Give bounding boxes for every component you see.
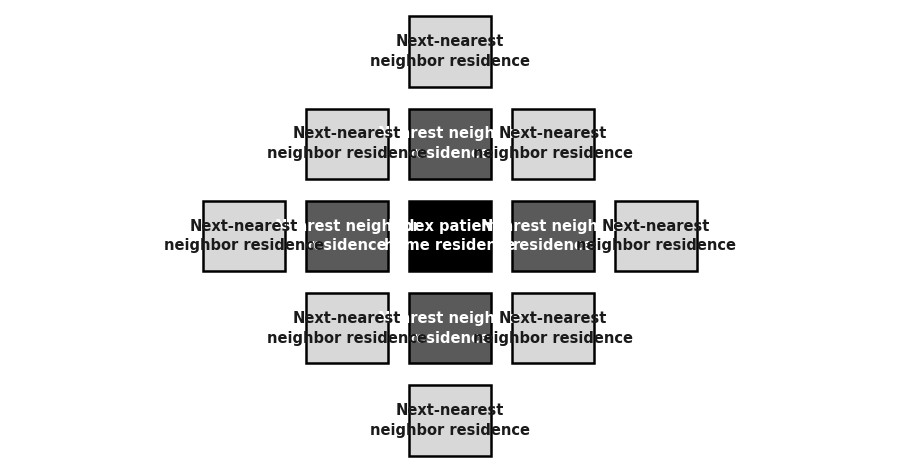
FancyBboxPatch shape: [306, 201, 388, 271]
FancyBboxPatch shape: [512, 293, 594, 363]
Text: Next-nearest
neighbor residence: Next-nearest neighbor residence: [267, 126, 427, 161]
FancyBboxPatch shape: [512, 201, 594, 271]
FancyBboxPatch shape: [410, 385, 490, 456]
Text: Nearest neighbor
residence: Nearest neighbor residence: [481, 219, 626, 253]
Text: Nearest neighbor
residence: Nearest neighbor residence: [378, 311, 522, 346]
FancyBboxPatch shape: [410, 109, 490, 179]
FancyBboxPatch shape: [410, 16, 490, 87]
FancyBboxPatch shape: [616, 201, 697, 271]
FancyBboxPatch shape: [203, 201, 284, 271]
Text: Next-nearest
neighbor residence: Next-nearest neighbor residence: [370, 403, 530, 438]
FancyBboxPatch shape: [410, 293, 490, 363]
FancyBboxPatch shape: [306, 109, 388, 179]
FancyBboxPatch shape: [512, 109, 594, 179]
Text: Next-nearest
neighbor residence: Next-nearest neighbor residence: [576, 219, 736, 253]
Text: Next-nearest
neighbor residence: Next-nearest neighbor residence: [473, 311, 633, 346]
Text: Index patient's
home residence: Index patient's home residence: [384, 219, 516, 253]
Text: Nearest neighbor
residence: Nearest neighbor residence: [274, 219, 419, 253]
FancyBboxPatch shape: [410, 201, 490, 271]
FancyBboxPatch shape: [306, 293, 388, 363]
Text: Next-nearest
neighbor residence: Next-nearest neighbor residence: [473, 126, 633, 161]
Text: Nearest neighbor
residence: Nearest neighbor residence: [378, 126, 522, 161]
Text: Next-nearest
neighbor residence: Next-nearest neighbor residence: [164, 219, 324, 253]
Text: Next-nearest
neighbor residence: Next-nearest neighbor residence: [370, 34, 530, 69]
Text: Next-nearest
neighbor residence: Next-nearest neighbor residence: [267, 311, 427, 346]
